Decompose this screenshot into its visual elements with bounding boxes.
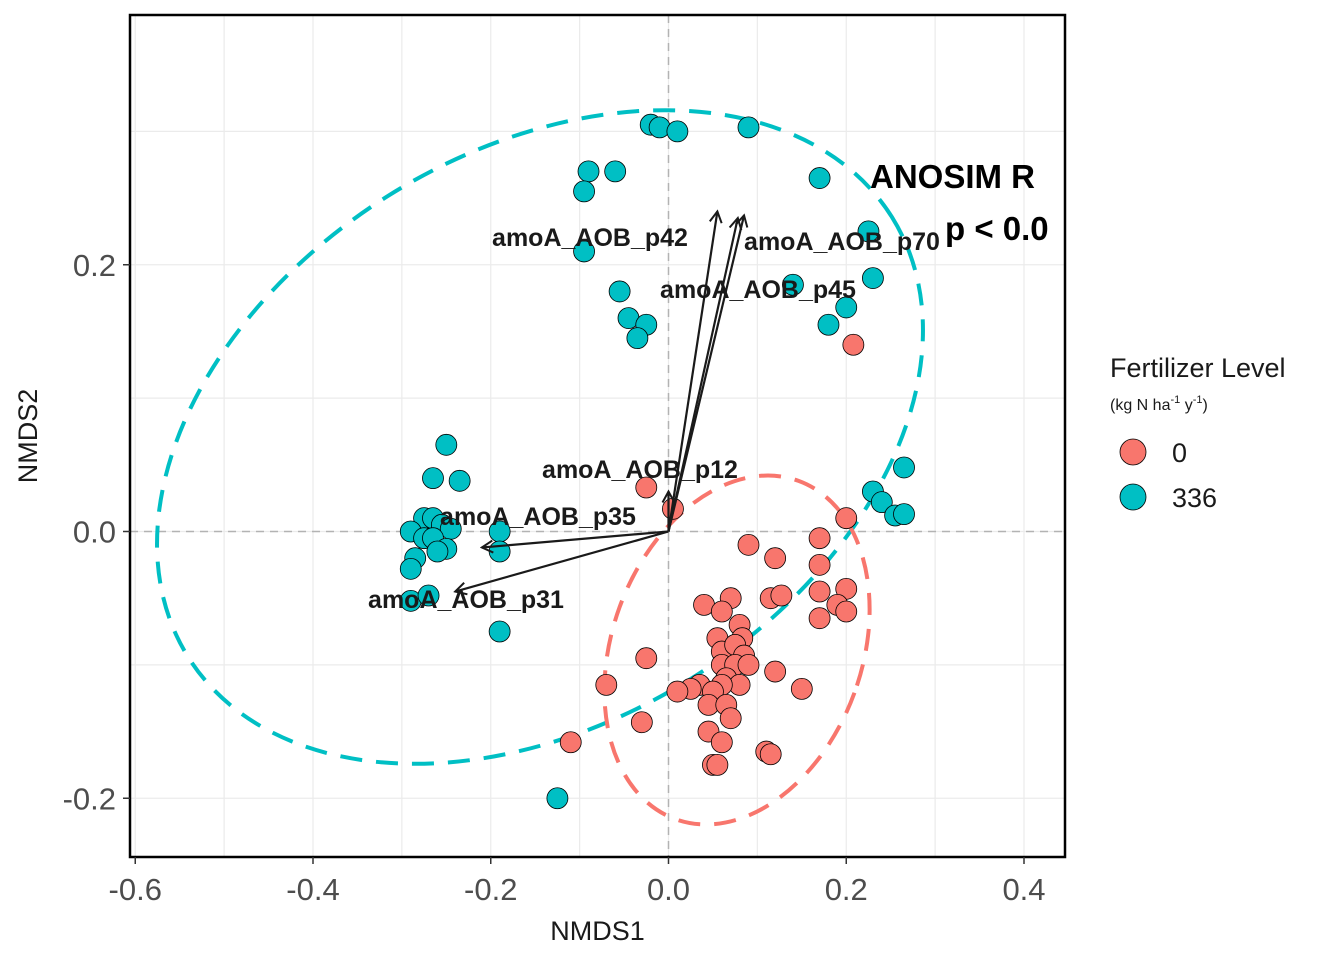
legend-label: 0 [1172, 438, 1187, 468]
point-group-336 [422, 467, 444, 490]
x-tick-label: 0.2 [825, 872, 868, 907]
point-group-0 [635, 647, 658, 670]
point-group-0 [808, 527, 831, 550]
point-group-336 [666, 120, 689, 143]
point-group-336 [435, 433, 458, 456]
point-group-0 [630, 711, 653, 734]
vector-arrow [482, 530, 669, 548]
y-tick-label: 0.0 [73, 515, 116, 550]
point-group-336 [426, 540, 449, 563]
reference-lines [130, 15, 1065, 857]
point-group-0 [808, 553, 831, 576]
point-group-0 [710, 731, 733, 754]
panel-border [128, 13, 1067, 859]
point-group-0 [759, 743, 782, 766]
point-group-0 [710, 600, 733, 623]
point-group-0 [666, 680, 689, 703]
anosim-annotation: ANOSIM R p < 0.0 [870, 158, 1049, 247]
point-group-336 [604, 160, 627, 183]
legend-label: 336 [1172, 483, 1217, 513]
point-group-0 [808, 607, 831, 630]
point-group-336 [626, 327, 649, 350]
ellipse-group-0 [602, 473, 872, 827]
point-group-336 [448, 469, 471, 492]
point-group-0 [835, 600, 858, 623]
vector-arrow [667, 211, 718, 532]
point-group-336 [488, 620, 511, 643]
data-points [399, 113, 915, 810]
legend: Fertilizer Level (kg N ha-1 y-1) 0 336 [1110, 353, 1286, 513]
point-group-0 [790, 677, 813, 700]
point-group-336 [808, 167, 831, 189]
point-group-0 [808, 580, 831, 603]
point-group-0 [842, 333, 865, 356]
anosim-text: p < 0.0 [945, 210, 1049, 247]
y-axis-title: NMDS2 [13, 389, 43, 484]
legend-key-0 [1119, 438, 1147, 466]
point-group-336 [573, 240, 595, 263]
vector-label: amoA_AOB_p45 [660, 276, 856, 304]
confidence-ellipses [155, 108, 925, 827]
x-tick-label: -0.4 [286, 872, 339, 907]
vector-arrow [667, 218, 738, 532]
point-group-336 [573, 180, 595, 203]
point-group-336 [608, 280, 631, 303]
legend-title: Fertilizer Level [1110, 353, 1286, 383]
vector-arrow [455, 530, 669, 592]
point-group-336 [862, 267, 884, 289]
vector-label: amoA_AOB_p70 [744, 228, 940, 256]
point-group-336 [817, 313, 840, 336]
point-group-336 [488, 540, 511, 563]
point-group-336 [835, 296, 858, 319]
point-group-336 [577, 160, 600, 183]
y-tick-label: 0.2 [73, 248, 116, 283]
point-group-0 [719, 707, 742, 730]
point-group-336 [893, 503, 915, 526]
axis-ticks: -0.6 -0.4 -0.2 0.0 0.2 0.4 -0.2 0.0 0.2 [63, 248, 1046, 907]
y-tick-label: -0.2 [63, 781, 116, 816]
point-group-0 [635, 476, 658, 499]
point-group-0 [559, 731, 582, 754]
x-tick-label: 0.0 [647, 872, 690, 907]
vector-label: amoA_AOB_p42 [492, 224, 688, 252]
point-group-336 [893, 456, 915, 479]
point-group-0 [737, 533, 760, 556]
grid-lines [130, 15, 1065, 857]
point-group-336 [648, 116, 671, 139]
point-group-0 [595, 673, 618, 696]
point-group-336 [857, 220, 880, 243]
point-group-336 [870, 491, 893, 514]
point-group-0 [764, 660, 787, 683]
point-group-336 [546, 787, 569, 810]
anosim-text: ANOSIM R [870, 158, 1035, 195]
point-group-0 [737, 653, 760, 676]
point-group-0 [835, 507, 858, 530]
x-tick-label: 0.4 [1002, 872, 1045, 907]
vector-label: amoA_AOB_p31 [368, 586, 564, 614]
x-axis-title: NMDS1 [550, 916, 645, 946]
point-group-0 [764, 547, 787, 570]
envfit-vectors: amoA_AOB_p42 amoA_AOB_p70 amoA_AOB_p45 amoA… [368, 211, 940, 614]
point-group-336 [399, 557, 422, 580]
vector-label: amoA_AOB_p12 [542, 456, 738, 484]
ellipse-group-336 [155, 108, 925, 766]
point-group-336 [737, 116, 760, 139]
point-group-336 [417, 584, 440, 607]
legend-subtitle: (kg N ha-1 y-1) [1110, 394, 1208, 414]
vector-label: amoA_AOB_p35 [440, 503, 636, 531]
x-tick-label: -0.2 [464, 872, 517, 907]
point-group-0 [706, 754, 729, 776]
point-group-0 [770, 584, 793, 607]
x-tick-label: -0.6 [109, 872, 162, 907]
point-group-336 [782, 273, 804, 296]
legend-key-336 [1119, 483, 1147, 511]
